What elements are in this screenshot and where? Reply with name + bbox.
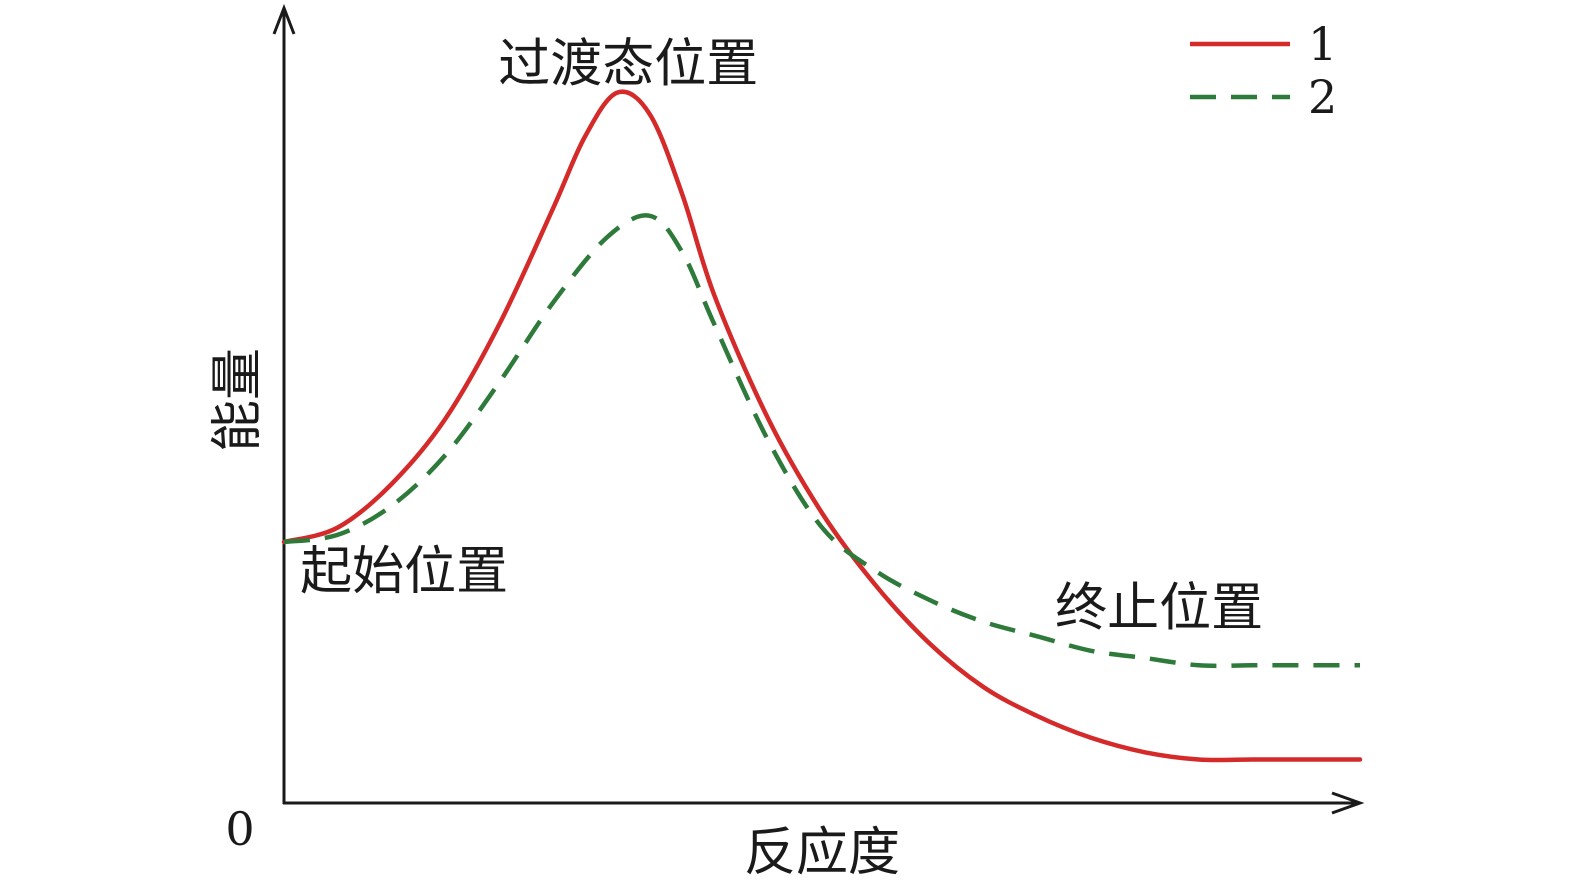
legend: 1 2	[1190, 17, 1337, 124]
y-axis-arrow	[272, 3, 296, 35]
legend-label-1: 1	[1308, 17, 1337, 71]
x-axis-label: 反应度	[744, 823, 900, 883]
annotation-start-position: 起始位置	[300, 542, 508, 602]
x-axis-arrow	[1331, 791, 1365, 815]
annotation-end-position: 终止位置	[1055, 578, 1263, 638]
series-line-1	[281, 89, 1363, 763]
legend-label-2: 2	[1308, 70, 1337, 124]
y-axis-label: 能量	[208, 348, 268, 452]
series-line-2	[283, 213, 1360, 669]
origin-label: 0	[225, 802, 254, 856]
annotation-transition-state: 过渡态位置	[498, 35, 758, 95]
